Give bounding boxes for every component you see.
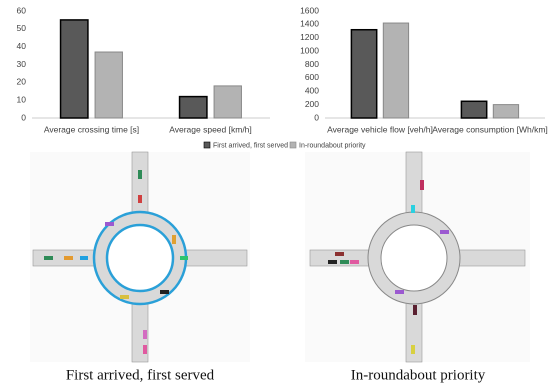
bar [382,22,410,119]
bar [59,19,89,119]
roundabout-right [305,151,530,363]
y-tick-label: 1200 [300,32,319,42]
y-tick-label: 200 [305,99,319,109]
x-tick-label: Average vehicle flow [veh/h] [327,124,433,134]
y-tick-label: 1400 [300,19,319,29]
y-tick-label: 800 [305,59,319,69]
y-tick-label: 10 [17,94,27,104]
y-tick-label: 0 [21,112,26,122]
y-tick-label: 30 [17,59,27,69]
bar [460,100,488,119]
bar [213,85,242,119]
x-tick-label: Average crossing time [s] [44,124,139,134]
y-tick-label: 60 [17,5,27,15]
legend-label: First arrived, first served [213,142,288,149]
bar [178,95,208,119]
y-tick-label: 1000 [300,45,319,55]
legend-swatch [203,141,211,149]
y-tick-label: 600 [305,72,319,82]
y-tick-label: 400 [305,86,319,96]
bar [492,104,520,119]
y-tick-label: 0 [314,112,319,122]
y-tick-label: 50 [17,23,27,33]
image-caption: First arrived, first served [66,367,215,383]
legend-swatch [289,141,297,149]
x-tick-label: Average speed [km/h] [169,124,252,134]
image-caption: In-roundabout priority [351,367,486,383]
bar [350,28,378,119]
y-tick-label: 1600 [300,5,319,15]
y-tick-label: 20 [17,77,27,87]
y-tick-label: 40 [17,41,27,51]
legend-label: In-roundabout priority [299,142,366,149]
roundabout-left [30,151,250,363]
x-tick-label: Average consumption [Wh/km] [432,124,548,134]
bar [94,51,123,119]
